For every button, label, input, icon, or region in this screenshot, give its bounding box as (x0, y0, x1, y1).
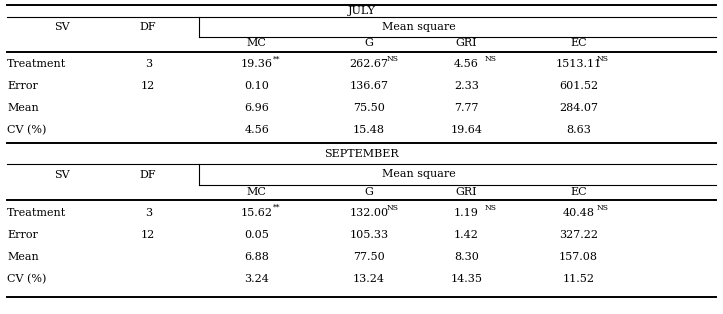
Text: NS: NS (484, 55, 497, 63)
Text: NS: NS (596, 204, 609, 212)
Text: 3.24: 3.24 (244, 274, 269, 284)
Text: EC: EC (570, 187, 586, 197)
Text: SV: SV (54, 170, 69, 180)
Text: 284.07: 284.07 (559, 103, 598, 113)
Text: Mean square: Mean square (382, 22, 456, 32)
Text: 2.33: 2.33 (454, 81, 479, 91)
Text: 136.67: 136.67 (349, 81, 388, 91)
Text: **: ** (273, 204, 280, 212)
Text: 15.62: 15.62 (241, 208, 273, 218)
Text: Error: Error (7, 81, 38, 91)
Text: Mean: Mean (7, 103, 39, 113)
Text: GRI: GRI (455, 187, 477, 197)
Text: 262.67: 262.67 (349, 59, 388, 69)
Text: CV (%): CV (%) (7, 125, 46, 135)
Text: 6.96: 6.96 (244, 103, 269, 113)
Text: JULY: JULY (348, 6, 375, 16)
Text: 11.52: 11.52 (562, 274, 594, 284)
Text: Mean: Mean (7, 252, 39, 262)
Text: **: ** (273, 55, 280, 63)
Text: 4.56: 4.56 (454, 59, 479, 69)
Text: 8.63: 8.63 (566, 125, 591, 135)
Text: Treatment: Treatment (7, 208, 67, 218)
Text: MC: MC (247, 38, 267, 48)
Text: 1513.11: 1513.11 (555, 59, 602, 69)
Text: 19.64: 19.64 (450, 125, 482, 135)
Text: 13.24: 13.24 (353, 274, 385, 284)
Text: 75.50: 75.50 (353, 103, 385, 113)
Text: 1.19: 1.19 (454, 208, 479, 218)
Text: 157.08: 157.08 (559, 252, 598, 262)
Text: 40.48: 40.48 (562, 208, 594, 218)
Text: NS: NS (387, 55, 399, 63)
Text: 0.10: 0.10 (244, 81, 269, 91)
Text: GRI: GRI (455, 38, 477, 48)
Text: 601.52: 601.52 (559, 81, 598, 91)
Text: MC: MC (247, 187, 267, 197)
Text: 7.77: 7.77 (454, 103, 479, 113)
Text: 1.42: 1.42 (454, 230, 479, 240)
Text: 14.35: 14.35 (450, 274, 482, 284)
Text: 327.22: 327.22 (559, 230, 598, 240)
Text: DF: DF (140, 22, 156, 32)
Text: 6.88: 6.88 (244, 252, 269, 262)
Text: 15.48: 15.48 (353, 125, 385, 135)
Text: SV: SV (54, 22, 69, 32)
Text: 3: 3 (145, 59, 152, 69)
Text: 0.05: 0.05 (244, 230, 269, 240)
Text: 4.56: 4.56 (244, 125, 269, 135)
Text: 19.36: 19.36 (241, 59, 273, 69)
Text: G: G (364, 38, 373, 48)
Text: NS: NS (387, 204, 399, 212)
Text: SEPTEMBER: SEPTEMBER (324, 149, 399, 159)
Text: 12: 12 (141, 81, 155, 91)
Text: 3: 3 (145, 208, 152, 218)
Text: 8.30: 8.30 (454, 252, 479, 262)
Text: EC: EC (570, 38, 586, 48)
Text: 77.50: 77.50 (353, 252, 385, 262)
Text: NS: NS (484, 204, 497, 212)
Text: 12: 12 (141, 230, 155, 240)
Text: G: G (364, 187, 373, 197)
Text: Mean square: Mean square (382, 169, 456, 179)
Text: DF: DF (140, 170, 156, 180)
Text: CV (%): CV (%) (7, 274, 46, 284)
Text: NS: NS (596, 55, 609, 63)
Text: 105.33: 105.33 (349, 230, 388, 240)
Text: Error: Error (7, 230, 38, 240)
Text: Treatment: Treatment (7, 59, 67, 69)
Text: 132.00: 132.00 (349, 208, 388, 218)
